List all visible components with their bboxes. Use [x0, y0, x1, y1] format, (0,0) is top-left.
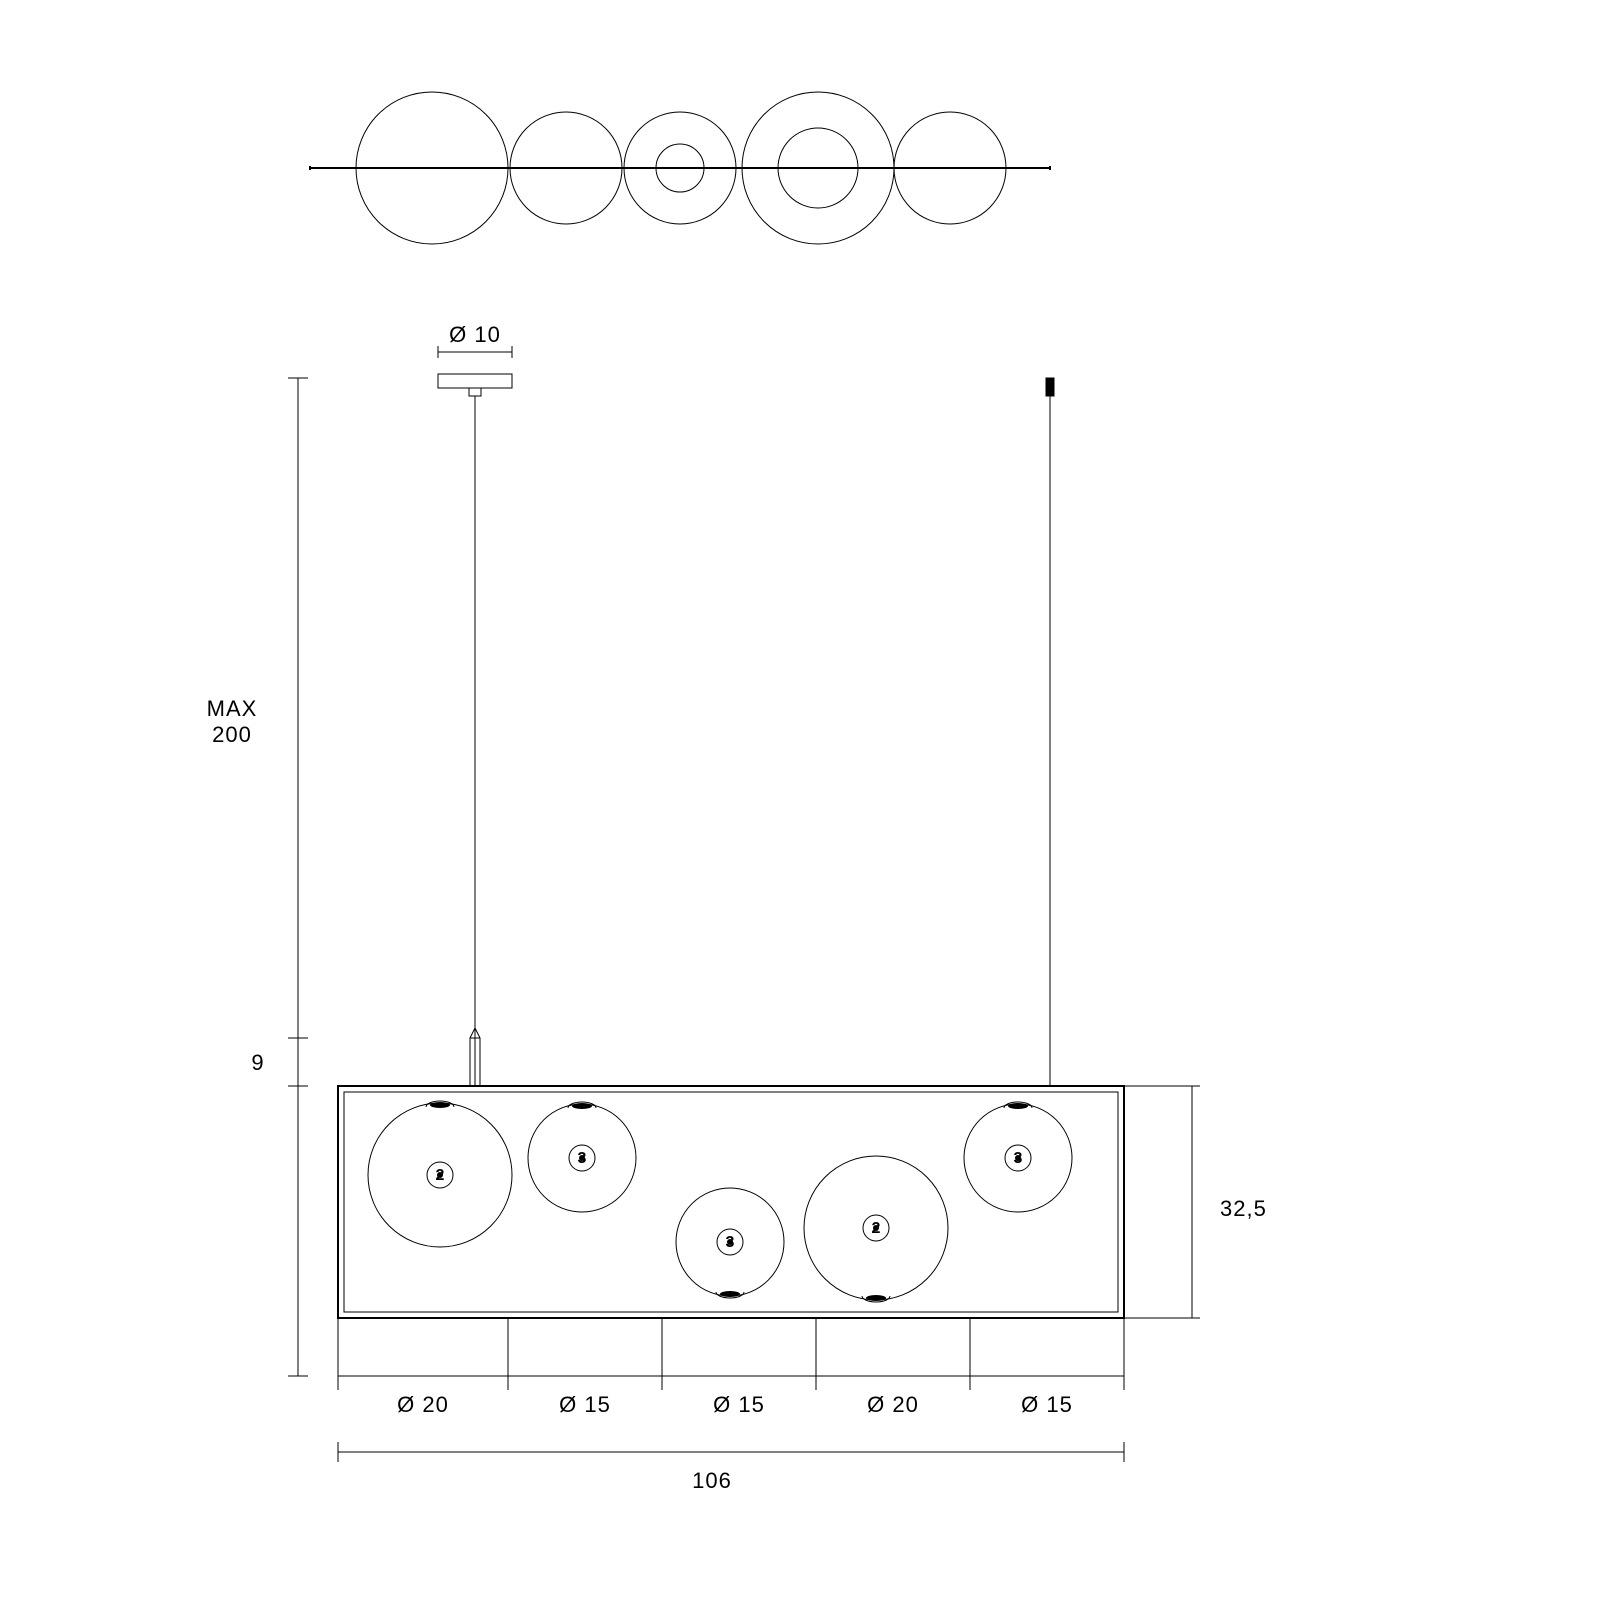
canopy-diameter-label: Ø 10 [449, 322, 501, 347]
globe-diam-label-4: Ø 20 [867, 1392, 919, 1417]
globe-5: 3 [964, 1102, 1072, 1212]
globe-label-5: 3 [1014, 1150, 1023, 1167]
globe-label-3: 3 [726, 1234, 735, 1251]
overall-width-dim: 106 [338, 1442, 1124, 1493]
globe-4: 2 [804, 1156, 948, 1302]
globe-diam-label-2: Ø 15 [559, 1392, 611, 1417]
globe-label-4: 2 [872, 1220, 881, 1237]
top-view [310, 92, 1050, 244]
globe-diameter-dims: Ø 20 Ø 15 Ø 15 Ø 20 Ø 15 [338, 1318, 1124, 1417]
globe-diam-label-3: Ø 15 [713, 1392, 765, 1417]
max-height-label-line1: MAX [207, 696, 258, 721]
height-guide: MAX200 9 [207, 378, 308, 1376]
suspension-cables [475, 378, 1054, 1086]
overall-width-label: 106 [692, 1468, 732, 1493]
frame-height-label: 32,5 [1220, 1196, 1267, 1221]
max-height-label-line2: 200 [212, 722, 252, 747]
globe-diam-label-5: Ø 15 [1021, 1392, 1073, 1417]
technical-drawing: Ø 10 MAX200 9 2 3 3 2 3 32,5 Ø 20 Ø 15 Ø 15 Ø 20 Ø 15… [0, 0, 1600, 1600]
globe-diam-label-1: Ø 20 [397, 1392, 449, 1417]
globe-1: 2 [368, 1101, 512, 1247]
ceiling-canopy: Ø 10 [438, 322, 512, 396]
rod-height-label: 9 [251, 1050, 264, 1075]
globe-label-1: 2 [436, 1167, 445, 1184]
globes: 2 3 3 2 3 [368, 1101, 1072, 1302]
frame-height-dim: 32,5 [1124, 1086, 1267, 1318]
globe-3: 3 [676, 1188, 784, 1298]
fixture-frame [338, 1086, 1124, 1318]
globe-label-2: 3 [578, 1150, 587, 1167]
globe-2: 3 [528, 1102, 636, 1212]
